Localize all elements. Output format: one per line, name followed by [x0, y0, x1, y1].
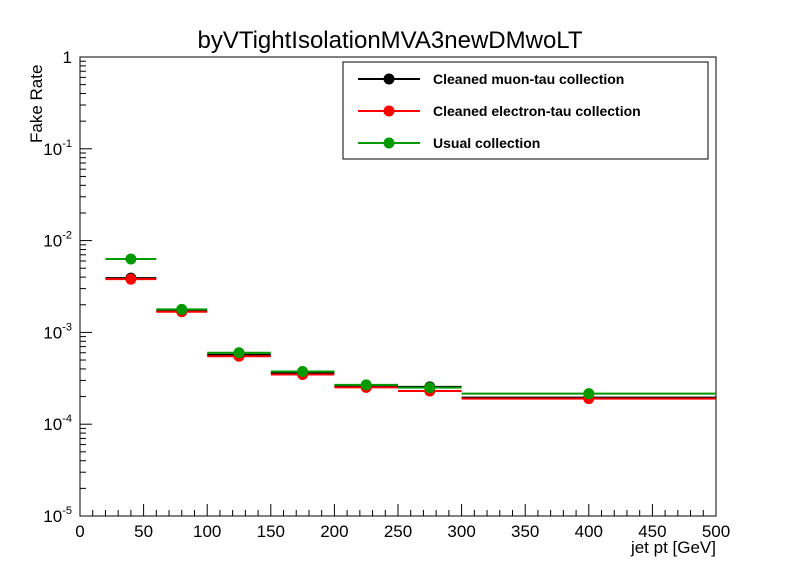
series-layer [105, 253, 716, 405]
x-tick-label: 450 [638, 522, 666, 541]
y-tick-label: 10-3 [43, 321, 72, 342]
y-tick-label: 1 [63, 48, 72, 67]
legend-marker [383, 137, 395, 149]
y-tick-label: 10-4 [43, 413, 72, 434]
legend-entries: Cleaned muon-tau collection Cleaned elect… [358, 71, 641, 151]
y-tick-label: 10-5 [43, 505, 72, 526]
y-tick-label: 10-2 [43, 230, 72, 251]
x-tick-label: 200 [320, 522, 348, 541]
chart-title: byVTightIsolationMVA3newDMwoLT [197, 27, 582, 54]
x-tick-label: 500 [702, 522, 730, 541]
data-point [583, 388, 595, 400]
x-tick-label: 400 [575, 522, 603, 541]
data-point [297, 366, 309, 378]
series-3 [105, 253, 716, 400]
legend-entry: Usual collection [358, 135, 540, 151]
series-2 [105, 273, 716, 405]
legend-entry: Cleaned electron-tau collection [358, 103, 641, 119]
legend-marker [383, 105, 395, 117]
legend-marker [383, 73, 395, 85]
series-1 [105, 272, 716, 404]
data-point [424, 382, 436, 394]
x-tick-label: 350 [511, 522, 539, 541]
data-point [233, 347, 245, 359]
x-tick-label: 150 [257, 522, 285, 541]
x-tick-label: 250 [384, 522, 412, 541]
x-tick-label: 0 [75, 522, 84, 541]
legend-label: Cleaned electron-tau collection [433, 103, 641, 119]
data-point [360, 379, 372, 391]
legend: Cleaned muon-tau collection Cleaned elect… [342, 61, 709, 160]
x-axis-label: jet pt [GeV] [630, 538, 716, 557]
y-axis-label: Fake Rate [27, 65, 46, 143]
data-point [176, 303, 188, 315]
x-tick-label: 300 [447, 522, 475, 541]
x-tick-label: 100 [193, 522, 221, 541]
x-ticks: 0 50 100 150 200 250 300 350 400 450 500 [75, 504, 730, 541]
legend-entry: Cleaned muon-tau collection [358, 71, 624, 87]
y-ticks: 10-5 10-4 10-3 10-2 10-1 1 [43, 48, 92, 526]
legend-label: Cleaned muon-tau collection [433, 71, 624, 87]
y-tick-label: 10-1 [43, 138, 72, 159]
data-point [125, 253, 137, 265]
legend-label: Usual collection [433, 135, 540, 151]
data-point [125, 273, 137, 285]
x-tick-label: 50 [134, 522, 153, 541]
